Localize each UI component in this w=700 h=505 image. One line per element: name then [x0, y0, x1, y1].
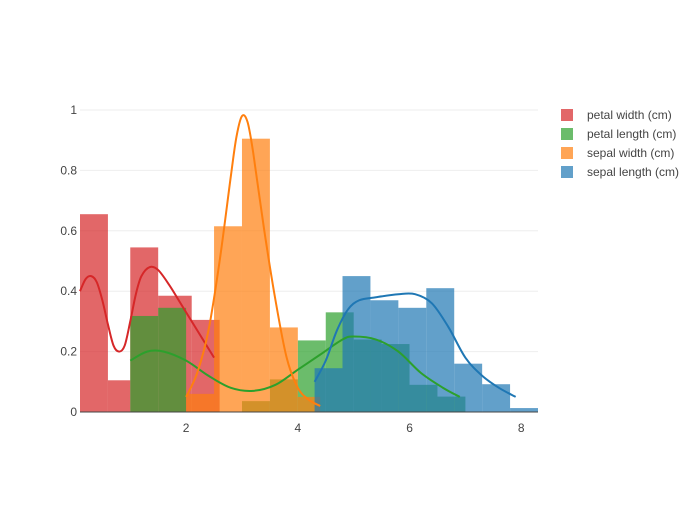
histogram-bar[interactable]: [482, 384, 511, 412]
y-tick-label: 0.8: [60, 163, 77, 177]
histogram-bar[interactable]: [241, 138, 270, 412]
legend-swatch[interactable]: [561, 109, 573, 121]
histogram-bar[interactable]: [186, 393, 215, 412]
y-tick-label: 0: [70, 405, 77, 419]
y-tick-label: 0.2: [60, 345, 77, 359]
histogram-bar[interactable]: [214, 226, 242, 412]
density-curves: [79, 114, 517, 407]
legend-label[interactable]: petal length (cm): [587, 127, 676, 141]
x-tick-label: 4: [294, 421, 301, 435]
legend-swatch[interactable]: [561, 166, 573, 178]
legend: petal width (cm) petal length (cm) sepal w…: [561, 108, 679, 179]
histogram-bar[interactable]: [130, 315, 159, 412]
x-tick-label: 2: [183, 421, 190, 435]
histogram-bar[interactable]: [510, 408, 538, 412]
x-tick-label: 8: [518, 421, 525, 435]
y-tick-label: 1: [70, 103, 77, 117]
legend-label[interactable]: sepal length (cm): [587, 165, 679, 179]
histogram-bar[interactable]: [426, 288, 455, 412]
legend-label[interactable]: sepal width (cm): [587, 146, 674, 160]
kde-line[interactable]: [79, 265, 215, 359]
y-tick-label: 0.4: [60, 284, 77, 298]
axes: 0 0.2 0.4 0.6 0.8 1 2 4 6 8: [60, 103, 538, 435]
histogram-bar[interactable]: [107, 380, 131, 412]
histogram-bar[interactable]: [80, 214, 108, 412]
histogram-bars: [80, 138, 538, 412]
y-tick-label: 0.6: [60, 224, 77, 238]
legend-swatch[interactable]: [561, 147, 573, 159]
histogram-bar[interactable]: [269, 327, 298, 412]
histogram-bar[interactable]: [398, 307, 427, 412]
histogram-bar[interactable]: [158, 307, 187, 412]
legend-label[interactable]: petal width (cm): [587, 108, 672, 122]
kde-line[interactable]: [129, 335, 461, 398]
histogram-bar[interactable]: [370, 300, 399, 412]
legend-swatch[interactable]: [561, 128, 573, 140]
x-tick-label: 6: [406, 421, 413, 435]
histogram-bar[interactable]: [342, 276, 371, 412]
kde-line[interactable]: [185, 114, 321, 407]
kde-line[interactable]: [313, 292, 517, 398]
